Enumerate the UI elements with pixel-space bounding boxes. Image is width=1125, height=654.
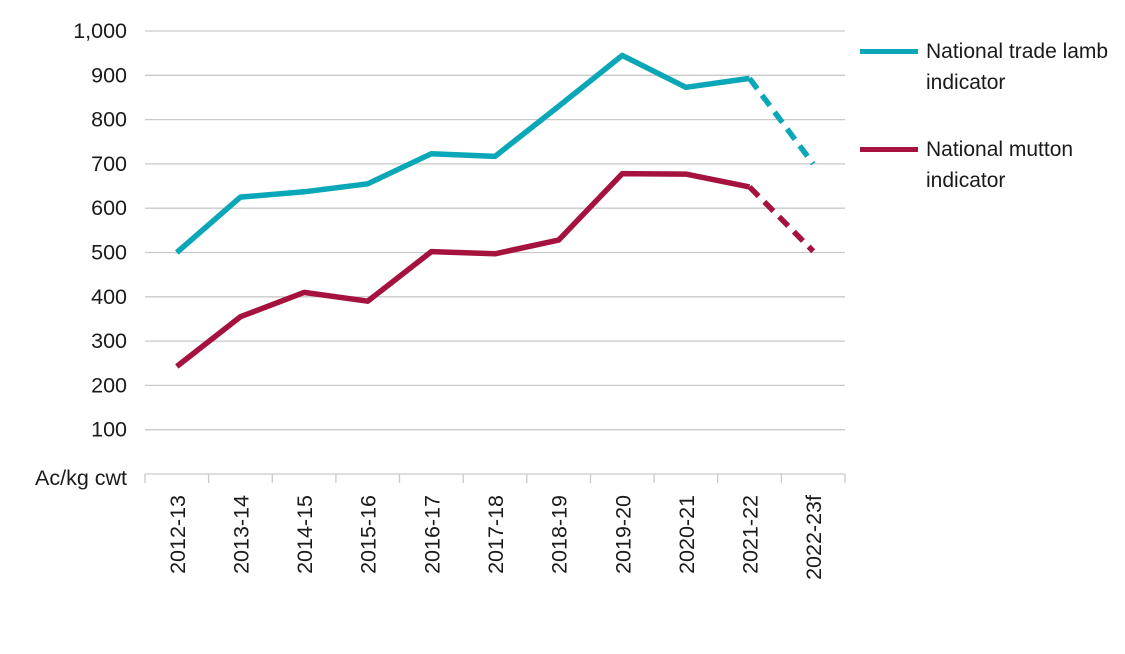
x-tick-label: 2020-21 (675, 495, 699, 574)
legend-item-trade-lamb: National trade lamb indicator (860, 36, 1116, 98)
legend-item-mutton: National mutton indicator (860, 134, 1116, 196)
series-forecast-line-1 (747, 184, 816, 254)
y-tick-label: 900 (91, 63, 127, 87)
y-tick-label: 800 (91, 108, 127, 132)
trade-lamb-legend-label: National trade lamb indicator (926, 40, 1109, 94)
series-line-0 (174, 52, 750, 255)
y-tick-label: 100 (91, 418, 127, 442)
x-tick-label: 2021-22 (739, 495, 763, 574)
x-tick-label: 2022-23f (802, 495, 826, 580)
x-tick-label: 2015-16 (357, 495, 381, 574)
trade-lamb-line-swatch (860, 49, 918, 54)
x-tick-label: 2018-19 (548, 495, 572, 574)
y-tick-label: 600 (91, 196, 127, 220)
x-tick-label: 2019-20 (611, 495, 635, 574)
y-tick-label: 300 (91, 329, 127, 353)
x-tick-label: 2012-13 (166, 495, 190, 574)
series-line-1 (175, 170, 751, 369)
x-tick-label: 2014-15 (293, 495, 317, 574)
x-tick-label: 2016-17 (420, 495, 444, 574)
y-tick-label: 500 (91, 241, 127, 265)
series-forecast-line-0 (747, 76, 816, 166)
chart-legend: National trade lamb indicator National m… (860, 36, 1116, 196)
y-tick-label: 200 (91, 373, 127, 397)
x-tick-label: 2017-18 (484, 495, 508, 574)
mutton-line-swatch (860, 147, 918, 152)
x-tick-label: 2013-14 (230, 495, 254, 574)
y-tick-label: 700 (91, 152, 127, 176)
y-tick-label: 1,000 (73, 19, 127, 43)
mutton-legend-label: National mutton indicator (926, 138, 1074, 192)
y-axis-unit-label: Ac/kg cwt (35, 466, 127, 490)
y-tick-label: 400 (91, 285, 127, 309)
